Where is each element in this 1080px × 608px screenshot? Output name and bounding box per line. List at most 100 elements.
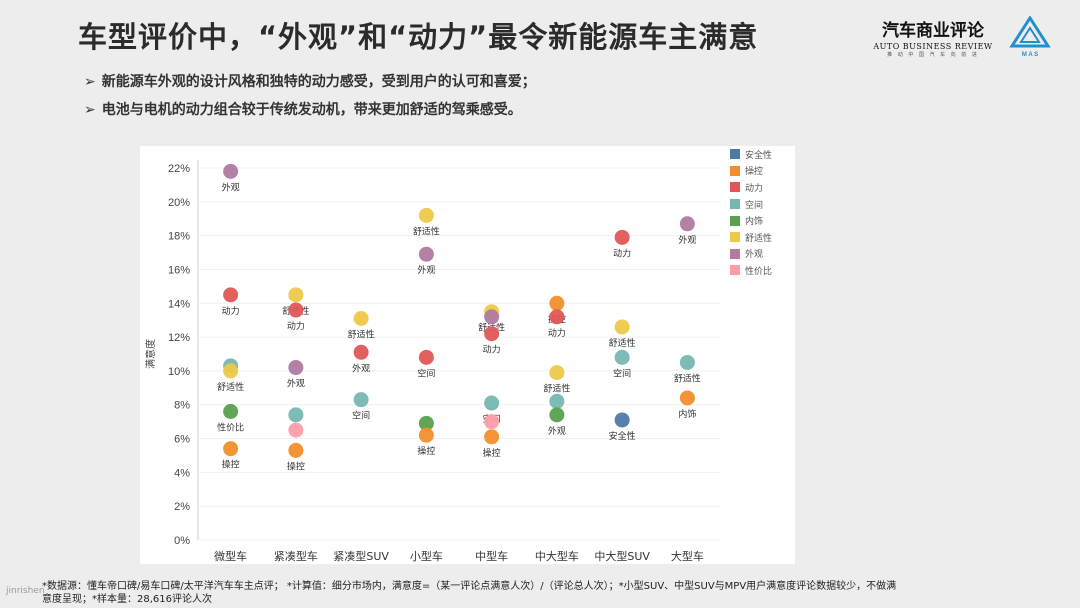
legend-label: 内饰	[745, 217, 764, 228]
data-point	[223, 363, 239, 379]
y-tick-label: 18%	[168, 231, 190, 243]
data-point	[679, 390, 695, 406]
data-point	[549, 295, 565, 311]
data-point-label: 舒适性	[217, 381, 244, 393]
y-tick-label: 2%	[174, 501, 190, 513]
mas-logo-text: M A S	[1022, 52, 1038, 58]
y-tick-label: 8%	[174, 400, 190, 412]
data-point-label: 动力	[287, 320, 305, 332]
data-point-label: 安全性	[609, 430, 636, 442]
legend-item: 安全性	[730, 146, 772, 163]
data-point-label: 外观	[287, 378, 305, 390]
legend-label: 操控	[745, 167, 764, 178]
data-point	[549, 309, 565, 325]
y-tick-label: 4%	[174, 467, 190, 479]
data-point	[353, 392, 369, 408]
y-tick-label: 20%	[168, 197, 190, 209]
data-point	[288, 360, 304, 376]
data-point-label: 外观	[678, 234, 696, 246]
legend-item: 外观	[730, 246, 772, 263]
y-tick-label: 12%	[168, 332, 190, 344]
y-tick-label: 16%	[168, 264, 190, 276]
data-point-label: 动力	[613, 247, 631, 259]
x-tick-label: 微型车	[214, 549, 247, 563]
data-point	[223, 163, 239, 179]
data-point	[614, 412, 630, 428]
data-point	[679, 216, 695, 232]
legend-swatch	[730, 149, 740, 160]
x-tick-label: 紧凑型SUV	[333, 549, 389, 563]
legend-item: 空间	[730, 196, 772, 213]
legend-label: 空间	[745, 200, 764, 211]
data-point	[223, 287, 239, 303]
data-point-label: 动力	[548, 327, 566, 339]
legend-label: 动力	[745, 183, 764, 194]
data-point	[614, 349, 630, 365]
data-point-label: 舒适性	[674, 372, 701, 384]
data-point	[549, 393, 565, 409]
x-tick-label: 中大型SUV	[594, 549, 650, 563]
data-point-label: 空间	[613, 367, 631, 379]
data-point	[418, 246, 434, 262]
data-point-label: 操控	[417, 445, 435, 457]
brand-logo: 汽车商业评论 AUTO BUSINESS REVIEW 推 动 中 国 汽 车 …	[868, 16, 998, 58]
data-point-label: 动力	[483, 344, 501, 356]
y-axis-label: 满意度	[144, 339, 157, 369]
data-point-label: 性价比	[217, 421, 244, 433]
data-point-label: 空间	[417, 367, 435, 379]
legend-swatch	[730, 265, 740, 276]
data-point-label: 外观	[352, 362, 370, 374]
arrow-bullet-icon: ➢	[84, 74, 96, 90]
data-point	[484, 326, 500, 342]
data-point	[353, 344, 369, 360]
brand-name-en: AUTO BUSINESS REVIEW	[873, 42, 993, 51]
mas-logo-icon: M A S	[1009, 16, 1051, 58]
data-point	[288, 287, 304, 303]
data-point-label: 舒适性	[348, 328, 375, 340]
x-tick-label: 大型车	[671, 549, 704, 563]
page-title: 车型评价中，“外观”和“动力”最令新能源车主满意	[78, 20, 759, 54]
brand-tagline: 推 动 中 国 汽 车 向 前 进	[887, 52, 979, 58]
legend-label: 外观	[745, 250, 764, 261]
bullet-text: 电池与电机的动力组合较于传统发动机，带来更加舒适的驾乘感受。	[101, 102, 522, 118]
legend-label: 安全性	[745, 150, 773, 161]
y-tick-label: 14%	[168, 298, 190, 310]
data-point-label: 操控	[483, 447, 501, 459]
data-point-label: 动力	[222, 305, 240, 317]
chart-panel: 22% 20% 18% 16% 14% 12% 10% 8% 6% 4% 2% 0% 满意度 微型车 紧凑型…	[140, 146, 795, 564]
data-point	[288, 407, 304, 423]
data-point-label: 内饰	[678, 408, 696, 420]
data-point	[418, 349, 434, 365]
data-point	[288, 442, 304, 458]
data-point-label: 舒适性	[543, 383, 570, 395]
legend-item: 舒适性	[730, 229, 772, 246]
data-point	[484, 414, 500, 430]
y-tick-label: 22%	[168, 163, 190, 175]
legend-item: 操控	[730, 163, 772, 180]
chart-legend: 安全性操控动力空间内饰舒适性外观 性价比	[730, 146, 772, 279]
data-point-label: 操控	[287, 460, 305, 472]
brand-name-cn: 汽车商业评论	[882, 21, 984, 41]
y-tick-label: 6%	[174, 434, 190, 446]
legend-item: 内饰	[730, 212, 772, 229]
legend-swatch	[730, 199, 740, 210]
x-tick-label: 小型车	[410, 549, 443, 563]
legend-label: 舒适性	[745, 233, 773, 244]
data-point	[288, 422, 304, 438]
data-point	[614, 229, 630, 245]
data-point	[484, 309, 500, 325]
legend-swatch	[730, 232, 740, 243]
y-tick-label: 0%	[174, 535, 190, 547]
legend-swatch	[730, 248, 740, 259]
data-point-label: 外观	[222, 181, 240, 193]
data-point	[418, 427, 434, 443]
data-point	[418, 415, 434, 431]
x-tick-label: 中大型车	[535, 549, 579, 563]
x-tick-label: 紧凑型车	[274, 549, 318, 563]
bullet-item: ➢ 电池与电机的动力组合较于传统发动机，带来更加舒适的驾乘感受。	[84, 100, 536, 128]
data-point	[549, 365, 565, 381]
bullet-item: ➢ 新能源车外观的设计风格和独特的动力感受，受到用户的认可和喜爱；	[84, 72, 536, 100]
legend-item: 性价比	[730, 262, 772, 279]
arrow-bullet-icon: ➢	[84, 102, 96, 118]
